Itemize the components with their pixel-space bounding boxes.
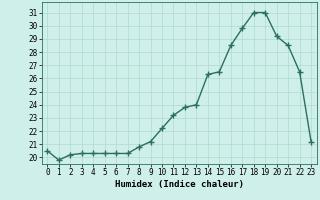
X-axis label: Humidex (Indice chaleur): Humidex (Indice chaleur) [115,180,244,189]
